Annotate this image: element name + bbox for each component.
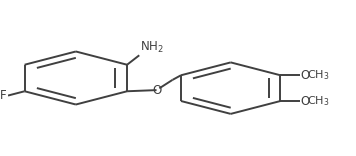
Text: CH$_3$: CH$_3$ [307, 68, 330, 82]
Text: O: O [300, 69, 310, 82]
Text: F: F [0, 89, 6, 102]
Text: O: O [300, 95, 310, 107]
Text: NH$_2$: NH$_2$ [140, 39, 164, 54]
Text: CH$_3$: CH$_3$ [307, 94, 330, 108]
Text: O: O [152, 84, 161, 97]
